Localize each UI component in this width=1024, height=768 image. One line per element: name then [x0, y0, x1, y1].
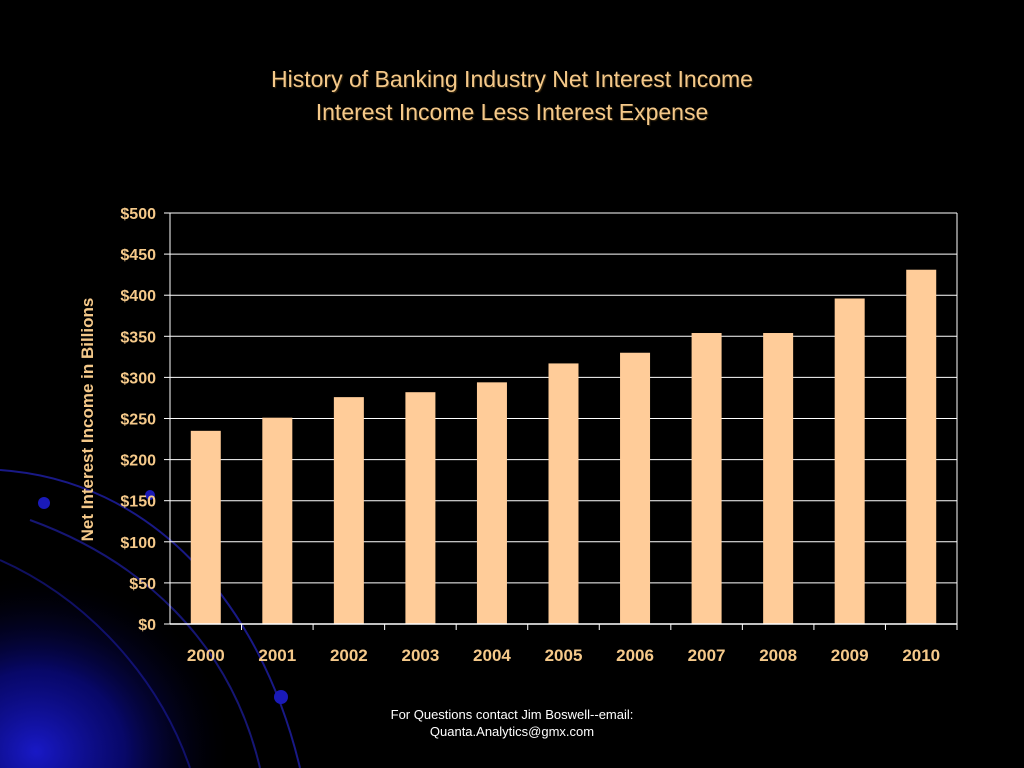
- axes: [164, 212, 958, 630]
- x-tick-label: 2004: [473, 646, 511, 665]
- x-tick-labels: 2000 2001 2002 2003 2004 2005 2006 2007 2008 2009…: [187, 646, 940, 665]
- footer-contact-line: For Questions contact Jim Boswell--email…: [390, 707, 634, 722]
- x-tick-label: 2005: [545, 646, 583, 665]
- bar-2002: [333, 397, 364, 624]
- blue-dot-1: [38, 497, 50, 509]
- blue-swoosh-shape: [0, 440, 360, 768]
- y-tick-labels: $0 $50 $100 $150 $200 $250 $300 $350 $400 $450 $50…: [120, 206, 156, 634]
- y-tick-label: $50: [129, 576, 156, 593]
- footer-email: Quanta.Analytics@gmx.com: [429, 724, 595, 739]
- bars: [190, 269, 937, 624]
- y-tick-label: $0: [138, 617, 156, 634]
- blue-arc-line-2: [29, 519, 261, 768]
- bar-2004: [476, 382, 507, 624]
- bar-2010: [906, 269, 937, 624]
- chart-subtitle: Interest Income Less Interest Expense: [315, 99, 709, 125]
- y-tick-label: $200: [120, 453, 156, 470]
- x-tick-label: 2009: [831, 646, 869, 665]
- bar-2009: [834, 298, 865, 624]
- bar-2003: [405, 392, 436, 624]
- x-tick-label: 2002: [330, 646, 368, 665]
- bar-2000: [190, 430, 221, 624]
- x-tick-label: 2010: [902, 646, 940, 665]
- y-tick-label: $400: [120, 288, 156, 305]
- x-tick-label: 2006: [616, 646, 654, 665]
- chart-title: History of Banking Industry Net Interest…: [271, 66, 753, 92]
- y-tick-label: $250: [120, 412, 156, 429]
- y-axis-label: Net Interest Income in Billions: [78, 298, 97, 542]
- y-tick-label: $100: [120, 535, 156, 552]
- bar-2007: [691, 333, 722, 624]
- x-tick-label: 2003: [401, 646, 439, 665]
- bar-2005: [548, 363, 579, 624]
- x-tick-label: 2007: [688, 646, 726, 665]
- blue-dot-2: [145, 490, 155, 500]
- y-tick-label: $300: [120, 370, 156, 387]
- y-tick-label: $450: [120, 247, 156, 264]
- y-tick-label: $150: [120, 494, 156, 511]
- x-tick-label: 2001: [258, 646, 296, 665]
- x-tick-label: 2008: [759, 646, 797, 665]
- bar-2008: [763, 333, 794, 624]
- y-tick-label: $350: [120, 329, 156, 346]
- blue-dot-3: [274, 690, 288, 704]
- bar-2006: [620, 352, 651, 624]
- bar-2001: [262, 417, 293, 624]
- x-tick-label: 2000: [187, 646, 225, 665]
- blue-arc-line-3: [0, 559, 191, 768]
- y-tick-label: $500: [120, 206, 156, 223]
